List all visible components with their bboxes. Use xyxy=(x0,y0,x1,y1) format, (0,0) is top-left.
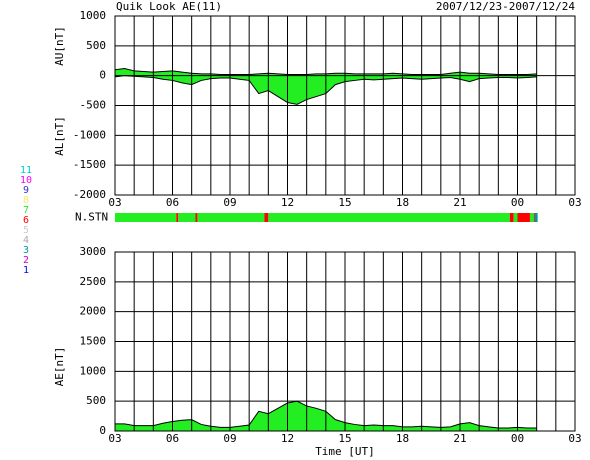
y-tick-label: -1500 xyxy=(73,158,106,171)
x-tick-label: 12 xyxy=(281,432,294,445)
legend-entry: 2 xyxy=(23,255,29,266)
y-tick-label: 500 xyxy=(86,39,106,52)
plot-frame xyxy=(114,251,576,432)
y-tick-label: -2000 xyxy=(73,188,106,201)
legend-entry: 1 xyxy=(23,265,29,276)
x-tick-label: 03 xyxy=(108,196,121,209)
legend-entry: 4 xyxy=(23,235,29,246)
x-tick-label: 15 xyxy=(338,432,351,445)
y-tick-label: 0 xyxy=(99,424,106,437)
x-tick-label: 03 xyxy=(568,432,581,445)
legend-entry: 3 xyxy=(23,245,29,256)
legend-entry: 11 xyxy=(20,165,32,176)
station-segment xyxy=(115,213,177,222)
station-segment xyxy=(513,213,518,222)
x-tick-label: 03 xyxy=(568,196,581,209)
y-tick-label: -1000 xyxy=(73,128,106,141)
x-tick-label: 21 xyxy=(453,196,466,209)
legend-entry: 8 xyxy=(23,195,29,206)
x-tick-label: 00 xyxy=(511,196,524,209)
x-tick-label: 15 xyxy=(338,196,351,209)
y-axis-label: AU[nT] xyxy=(53,26,66,66)
station-segment xyxy=(509,213,514,222)
x-tick-label: 06 xyxy=(166,196,179,209)
y-axis-label: AL[nT] xyxy=(53,116,66,156)
station-segment xyxy=(529,213,534,222)
station-segment xyxy=(264,213,269,222)
y-tick-label: 2000 xyxy=(80,305,107,318)
y-tick-label: 1000 xyxy=(80,364,107,377)
legend-entry: 7 xyxy=(23,205,29,216)
station-label: N.STN xyxy=(75,211,108,224)
x-tick-label: 00 xyxy=(511,432,524,445)
x-tick-label: 03 xyxy=(108,432,121,445)
station-segment xyxy=(195,213,198,222)
chart-title: Quik Look AE(11) xyxy=(116,0,222,13)
legend-entry: 5 xyxy=(23,225,29,236)
y-tick-label: 1500 xyxy=(80,335,107,348)
x-tick-label: 09 xyxy=(223,196,236,209)
y-tick-label: 0 xyxy=(99,69,106,82)
station-segment xyxy=(178,213,196,222)
legend-entry: 9 xyxy=(23,185,29,196)
date-range: 2007/12/23-2007/12/24 xyxy=(436,0,575,13)
station-segment xyxy=(517,213,530,222)
x-tick-label: 21 xyxy=(453,432,466,445)
y-tick-label: 2500 xyxy=(80,275,107,288)
x-tick-label: 18 xyxy=(396,432,409,445)
station-segment xyxy=(533,213,535,222)
x-tick-label: 06 xyxy=(166,432,179,445)
station-segment xyxy=(176,213,179,222)
station-segment xyxy=(534,213,538,222)
legend-entry: 10 xyxy=(20,175,32,186)
y-axis-label: AE[nT] xyxy=(53,347,66,387)
x-axis-label: Time [UT] xyxy=(315,445,375,458)
x-tick-label: 12 xyxy=(281,196,294,209)
x-tick-label: 18 xyxy=(396,196,409,209)
y-tick-label: 500 xyxy=(86,394,106,407)
x-tick-label: 09 xyxy=(223,432,236,445)
y-tick-label: 3000 xyxy=(80,245,107,258)
legend-entry: 6 xyxy=(23,215,29,226)
y-tick-label: -500 xyxy=(80,99,107,112)
y-tick-label: 1000 xyxy=(80,9,107,22)
station-segment xyxy=(197,213,265,222)
plot-frame xyxy=(114,15,576,196)
station-segment xyxy=(268,213,510,222)
